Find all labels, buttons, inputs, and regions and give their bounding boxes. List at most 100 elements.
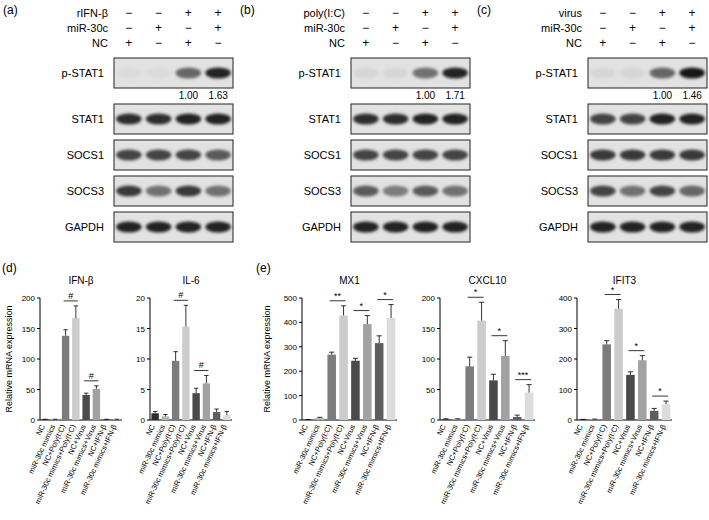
y-tick-label: 0 (568, 416, 573, 425)
bar (489, 380, 498, 420)
y-tick (299, 395, 302, 396)
bar (304, 419, 313, 420)
band (590, 150, 616, 161)
y-tick (299, 346, 302, 347)
bar (151, 413, 158, 420)
bar (351, 361, 360, 420)
band (383, 186, 409, 197)
panel-label: (c) (477, 3, 491, 17)
error-cap (305, 419, 310, 420)
error-stem (505, 341, 506, 356)
band (650, 68, 676, 79)
error-bar (43, 419, 47, 420)
y-tick (37, 359, 40, 360)
bars (442, 302, 534, 420)
error-cap (84, 393, 88, 394)
error-cap (173, 351, 177, 352)
y-axis-label: Relative mRNA expression (4, 305, 14, 412)
band (146, 150, 172, 161)
y-tick-label: 150 (422, 325, 436, 334)
error-cap (104, 419, 108, 420)
row-label: GAPDH (65, 221, 104, 233)
bar-chart: IL-605101520NCmiR-30c mimicsNC+Poly(I:C)… (136, 275, 232, 506)
error-cap (115, 419, 119, 420)
band (176, 150, 202, 161)
band (590, 68, 616, 79)
quantification: 1.00 (179, 90, 199, 101)
error-stem (65, 330, 66, 336)
band (413, 222, 439, 233)
condition-sign: − (185, 21, 192, 35)
error-cap (204, 375, 208, 376)
band (413, 114, 439, 125)
y-tick (574, 389, 577, 390)
error-bar (74, 306, 78, 318)
row-label: SOCS3 (67, 185, 104, 197)
band (146, 186, 172, 197)
error-bar (479, 302, 484, 320)
condition-sign: + (215, 21, 222, 35)
significance-label: * (474, 287, 478, 297)
error-bar (214, 409, 218, 412)
y-tick-label: 200 (22, 294, 36, 303)
x-tick-label: miR-30c mimics+Virus (168, 423, 208, 495)
error-cap (592, 419, 597, 420)
error-cap (455, 418, 460, 419)
band (442, 114, 468, 125)
error-cap (184, 305, 188, 306)
condition-label: NC (329, 37, 345, 49)
error-bar (173, 352, 177, 361)
error-cap (317, 417, 322, 418)
error-bar (317, 417, 322, 419)
error-cap (214, 409, 218, 410)
y-tick-label: 100 (559, 386, 573, 395)
blot-membrane (588, 58, 707, 88)
bar (591, 419, 600, 420)
bar (387, 318, 396, 420)
error-cap (616, 299, 621, 300)
y-tick (574, 420, 577, 421)
error-cap (491, 374, 496, 375)
bar-chart: (d)Relative mRNA expressionIFN-β05010015… (2, 261, 122, 506)
bar (316, 418, 325, 420)
y-tick-label: 5 (141, 386, 146, 395)
y-tick-label: 10 (136, 355, 145, 364)
bar (454, 419, 463, 420)
quantification: 1.00 (416, 90, 436, 101)
x-axis (40, 420, 122, 421)
y-axis (302, 298, 303, 420)
band (353, 68, 379, 79)
y-tick-label: 400 (284, 318, 298, 327)
error-cap (640, 355, 645, 356)
error-bar (491, 374, 496, 380)
blot-membrane (351, 212, 470, 242)
y-tick-label: 100 (422, 355, 436, 364)
bars (151, 305, 230, 420)
y-tick (147, 328, 150, 329)
significance-label: ** (334, 291, 342, 301)
condition-sign: − (599, 21, 606, 35)
error-stem (529, 385, 530, 393)
band (442, 186, 468, 197)
error-bar (580, 419, 585, 420)
condition-sign: − (362, 21, 369, 35)
band (650, 186, 676, 197)
bar (614, 309, 623, 420)
row-label: STAT1 (545, 113, 578, 125)
error-cap (329, 352, 334, 353)
error-bar (604, 341, 609, 345)
bar (525, 393, 534, 420)
bar (442, 419, 451, 420)
bar (650, 411, 659, 420)
error-cap (628, 371, 633, 372)
bar (477, 321, 486, 420)
y-tick (437, 389, 440, 390)
row-label: STAT1 (71, 113, 104, 125)
row-label: STAT1 (308, 113, 341, 125)
y-tick-label: 300 (559, 325, 573, 334)
y-tick (299, 322, 302, 323)
error-stem (642, 356, 643, 361)
band (590, 186, 616, 197)
blot-membrane (114, 140, 233, 170)
blot-membrane (351, 104, 470, 134)
